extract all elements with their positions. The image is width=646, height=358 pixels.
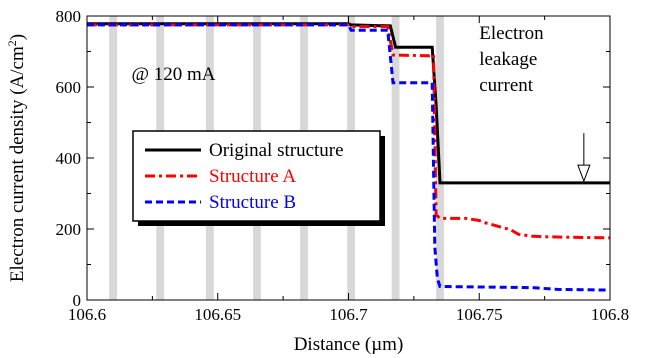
legend-label-1: Original structure	[209, 140, 344, 161]
shaded-band-1	[109, 16, 118, 300]
x-tick-label: 106.7	[329, 305, 368, 324]
annotation-leakage-line1: Electron	[479, 23, 544, 44]
legend-label-3: Structure B	[209, 192, 296, 213]
annotation-condition: @ 120 mA	[131, 64, 215, 85]
y-tick-label: 800	[56, 7, 82, 26]
y-axis-label-sup: 2	[5, 40, 19, 46]
legend: Original structure Structure A Structure B	[132, 130, 385, 226]
y-axis-label-tail: )	[7, 34, 28, 40]
y-tick-label: 0	[73, 291, 82, 310]
y-tick-label: 600	[56, 78, 82, 97]
x-tick-label: 106.6	[68, 305, 106, 324]
annotations: @ 120 mA Electron leakage current	[131, 23, 544, 96]
leakage-arrow	[577, 133, 591, 183]
y-tick-label: 400	[56, 149, 82, 168]
x-tick-label: 106.8	[591, 305, 629, 324]
series-line-3	[87, 23, 611, 292]
x-tick-label: 106.65	[194, 305, 241, 324]
series-lines	[87, 22, 611, 292]
x-tick-label: 106.75	[456, 305, 503, 324]
legend-label-2: Structure A	[209, 166, 296, 187]
y-axis-label: Electron current density (A/cm2)	[5, 34, 28, 282]
y-tick-label: 200	[56, 220, 82, 239]
x-axis-label: Distance (µm)	[294, 334, 404, 355]
y-axis-label-main: Electron current density (A/cm	[7, 46, 28, 282]
series-line-2	[87, 23, 611, 240]
annotation-leakage-line3: current	[479, 75, 534, 96]
axis-ticks: 106.6 106.65 106.7 106.75 106.8 0 200 400 600 800	[56, 7, 630, 324]
annotation-leakage-line2: leakage	[479, 49, 537, 70]
arrow-head	[577, 164, 591, 183]
shaded-band-7	[391, 16, 400, 300]
